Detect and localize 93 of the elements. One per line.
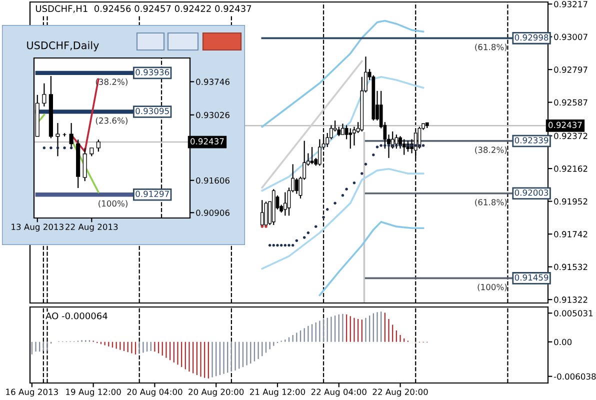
annotation: 0.92003 [514, 189, 548, 196]
y-tick-label: 0.93746 [196, 78, 230, 85]
line-series [261, 168, 424, 270]
ref-line-label: 0.92437 [190, 138, 224, 144]
annotation: 0.92998 [514, 34, 548, 41]
y-tick-label: 0.93007 [554, 34, 588, 40]
y-tick-label: 0.005031 [554, 310, 593, 316]
y-tick-label: 0.92797 [554, 66, 588, 73]
point [341, 194, 344, 197]
series-label: (61.8%) [475, 198, 507, 206]
x-tick-label: 13 Aug 2013 [12, 224, 64, 232]
candlestick [82, 147, 87, 182]
point [384, 144, 386, 147]
point [380, 144, 382, 147]
point [398, 144, 402, 147]
candlestick [294, 178, 298, 194]
x-tick-label: 19 Aug 12:00 [66, 388, 121, 397]
point [352, 182, 356, 184]
point [360, 172, 364, 175]
line-series [261, 20, 424, 128]
point [260, 225, 264, 228]
candlestick [341, 123, 344, 136]
candlestick [402, 138, 406, 156]
y-tick-label: 0.00 [554, 338, 572, 346]
y-tick-label: 0.92587 [554, 99, 588, 106]
x-tick-label: 21 Aug 12:00 [250, 388, 306, 397]
point [376, 146, 379, 148]
y-tick-label: 0.91322 [554, 296, 588, 303]
series-label: (100%) [478, 284, 507, 292]
chart-title: USDCHF,H1 0.92456 0.92457 0.92422 0.92437 [36, 5, 252, 13]
series-label: (23.6%) [96, 117, 128, 125]
candlestick [310, 146, 314, 165]
x-tick-label: 20 Aug 04:00 [127, 388, 182, 397]
point [422, 144, 425, 147]
y-tick-label: 0.92372 [554, 132, 588, 140]
y-tick-label: 0.92162 [554, 166, 588, 172]
ref-line-label: 0.92437 [548, 122, 582, 128]
point [268, 244, 272, 247]
x-tick-label: 22 Aug 2013 [66, 224, 118, 232]
annotation: 0.91297 [136, 190, 169, 198]
point [272, 244, 276, 247]
x-tick-label: 22 Aug 04:00 [311, 388, 366, 397]
y-tick-label: 0.91742 [554, 231, 588, 238]
y-tick-label: 0.93026 [196, 112, 230, 118]
y-tick-label: 0.91532 [554, 264, 588, 270]
x-tick-label: 22 Aug 20:00 [372, 388, 428, 397]
candlestick [96, 139, 100, 152]
point [291, 244, 294, 247]
line-series [318, 220, 424, 296]
chart-title: AO -0.000064 [46, 312, 108, 320]
y-tick-label: 0.91606 [196, 177, 230, 184]
y-tick-label: 0.91952 [554, 198, 588, 205]
x-tick-label: 20 Aug 20:00 [188, 388, 244, 397]
candlestick [348, 128, 352, 150]
point [288, 244, 290, 247]
candlestick [56, 122, 60, 157]
x-tick-label: 16 Aug 2013 [6, 388, 58, 397]
y-tick-label: 0.90906 [196, 210, 230, 216]
candlestick [283, 192, 287, 216]
annotation: 0.92339 [514, 137, 548, 144]
line-series [261, 76, 424, 192]
y-tick-label: -0.006038 [554, 373, 596, 380]
point [391, 144, 394, 147]
point [326, 208, 329, 211]
point [345, 188, 348, 191]
annotation: 0.93095 [136, 108, 169, 114]
point [295, 239, 298, 242]
series-label: (38.2%) [475, 146, 507, 154]
point [418, 144, 421, 147]
point [334, 202, 336, 205]
series-label: (100%) [98, 200, 128, 208]
point [395, 144, 398, 147]
candlestick [352, 126, 356, 146]
point [276, 244, 279, 247]
point [372, 153, 375, 156]
chart-title: USDCHF,Daily [27, 41, 99, 52]
point [284, 244, 287, 247]
point [387, 144, 390, 147]
point [314, 225, 318, 228]
point [306, 231, 310, 234]
annotation: 0.91459 [514, 274, 548, 281]
point [280, 244, 283, 247]
point [264, 225, 268, 228]
candlestick [394, 134, 398, 150]
point [302, 236, 306, 239]
candlestick [260, 200, 264, 228]
point [364, 162, 368, 166]
annotation: 0.93936 [136, 69, 170, 76]
y-tick-label: 0.93217 [554, 1, 588, 8]
candlestick [344, 124, 348, 140]
series-label: (61.8%) [475, 44, 507, 52]
candlestick [69, 122, 74, 148]
candlestick [42, 82, 46, 107]
